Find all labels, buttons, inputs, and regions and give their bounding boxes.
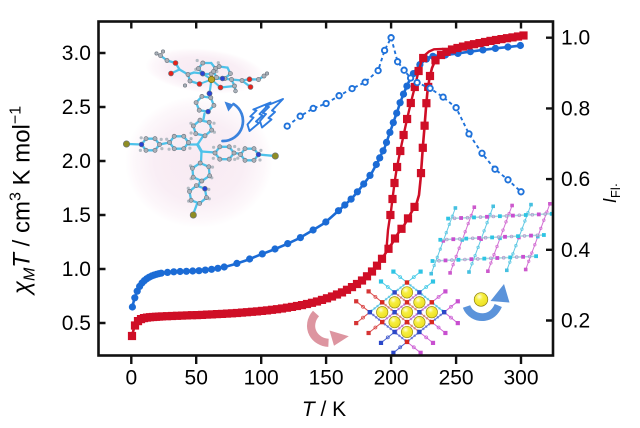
svg-text:0.4: 0.4 [561,239,591,262]
svg-text:200: 200 [374,367,409,390]
svg-text:0: 0 [125,367,137,390]
svg-text:250: 250 [439,367,474,390]
svg-text:1.0: 1.0 [62,258,91,281]
svg-text:2.5: 2.5 [62,96,91,119]
svg-text:50: 50 [185,367,208,390]
svg-text:0.6: 0.6 [561,168,590,191]
svg-text:0.5: 0.5 [62,312,91,335]
svg-text:1.0: 1.0 [561,27,590,50]
svg-text:100: 100 [244,367,279,390]
svg-text:0.8: 0.8 [561,97,590,120]
svg-text:300: 300 [503,367,538,390]
svg-text:0.2: 0.2 [561,310,590,333]
svg-text:T / K: T / K [302,398,346,421]
svg-text:1.5: 1.5 [62,204,91,227]
svg-text:150: 150 [309,367,344,390]
svg-text:2.0: 2.0 [62,150,91,173]
svg-text:3.0: 3.0 [62,42,91,65]
